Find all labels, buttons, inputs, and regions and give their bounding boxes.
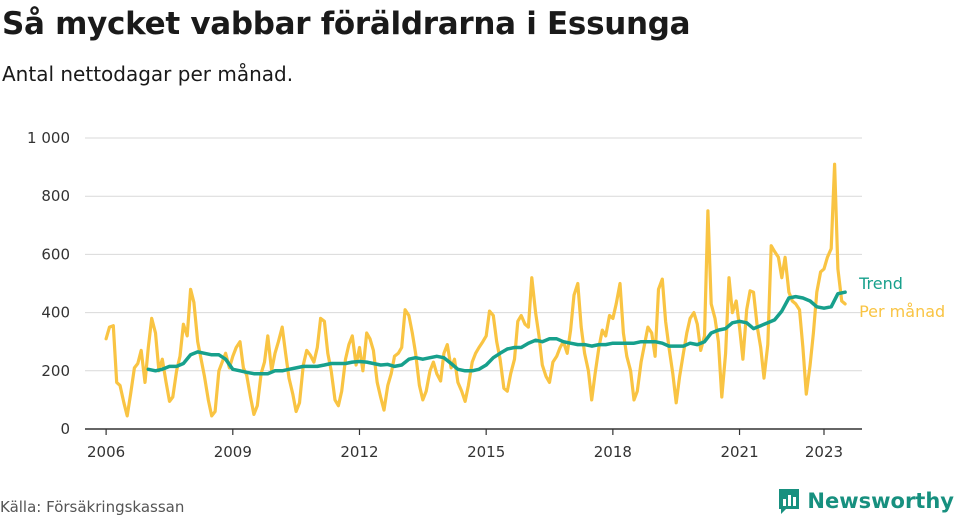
brand-name: Newsworthy <box>807 489 954 513</box>
y-axis: 0 200 400 600 800 1 000 <box>27 129 70 438</box>
x-tick-label: 2021 <box>720 443 758 461</box>
series-line-trend <box>146 290 847 376</box>
source-note: Källa: Försäkringskassan <box>0 498 185 516</box>
series-lines <box>104 162 847 418</box>
y-tick-label: 600 <box>41 245 70 263</box>
chart-title: Så mycket vabbar föräldrarna i Essunga <box>2 6 691 42</box>
x-tick-label: 2015 <box>467 443 505 461</box>
series-label-trend: Trend <box>858 274 903 293</box>
x-tick-label: 2009 <box>214 443 252 461</box>
series-labels: Per månad Trend <box>858 274 945 321</box>
brand-logo[interactable]: Newsworthy <box>777 487 954 515</box>
series-label-per-manad: Per månad <box>859 302 945 321</box>
series-line-per-manad <box>104 162 847 418</box>
y-tick-label: 0 <box>60 420 70 438</box>
x-tick-label: 2012 <box>340 443 378 461</box>
x-axis: 2006 2009 2012 2015 2018 2021 2023 <box>85 428 862 461</box>
chart-subtitle: Antal nettodagar per månad. <box>2 62 294 86</box>
y-tick-label: 1 000 <box>27 129 70 147</box>
x-tick-label: 2018 <box>594 443 632 461</box>
x-tick-label: 2006 <box>87 443 125 461</box>
x-tick-label: 2023 <box>805 443 843 461</box>
y-tick-label: 800 <box>41 187 70 205</box>
y-tick-label: 200 <box>41 362 70 380</box>
newsworthy-logo-icon <box>779 489 800 514</box>
y-tick-label: 400 <box>41 304 70 322</box>
